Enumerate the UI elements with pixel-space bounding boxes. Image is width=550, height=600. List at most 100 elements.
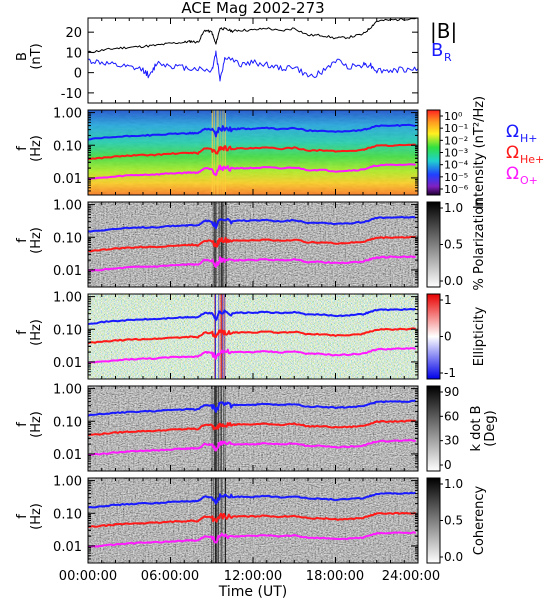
- axes-frame: [87, 385, 419, 472]
- gyrofrequency-line-H: [87, 491, 416, 509]
- x-tick-0: 00:00:00: [59, 569, 117, 584]
- gyrofrequency-line-He: [87, 511, 416, 528]
- gyrofrequency-line-O: [87, 531, 417, 548]
- gyrofrequency-line-He: [87, 419, 416, 437]
- colorbar-tick-label: 1.0: [444, 201, 463, 215]
- colorbar-tick-label: 1.0: [444, 477, 463, 491]
- y-tick-label: 20: [65, 26, 82, 41]
- power-spectral-density-panel: 1.00 0.10 0.01 f (Hz) 10⁰10⁻¹10⁻²10⁻³10⁻⁴10⁻⁵…: [15, 96, 544, 209]
- k-dot-b-ylabel-bottom: (Hz): [29, 411, 44, 438]
- series-line-B-magnitude: [87, 17, 419, 54]
- axes-frame: [87, 17, 419, 104]
- axes-frame: [87, 109, 419, 196]
- legend-BR-subscript: R: [444, 51, 452, 64]
- colorbar-tick-label: 1: [444, 293, 452, 307]
- spectrogram-texture: [88, 478, 418, 563]
- colorbar-tick-label: 30: [444, 434, 459, 448]
- colorbar-tick-label: 0: [444, 330, 452, 344]
- colorbar-tick-label: 10⁻³: [444, 147, 468, 160]
- colorbar-tick-label: 10⁻¹: [444, 122, 468, 135]
- k-dot-b-panel: 1.00 0.10 0.01 f (Hz) 90 60 30 0 k dot B (Deg): [15, 383, 498, 472]
- axes-frame: [87, 201, 419, 288]
- gyrofrequency-line-O: [87, 255, 416, 272]
- y-tick-label: 1.00: [53, 199, 82, 214]
- percent-polarization-panel: 1.00 0.10 0.01 f (Hz) 1.0 0.5 0.0 % Polarization: [15, 198, 487, 290]
- k-dot-b-ylabel-top: f: [15, 422, 30, 427]
- colorbar-label: Ellipticity: [472, 306, 487, 366]
- spectrogram-texture: [88, 202, 418, 287]
- y-tick-label: 1.00: [53, 107, 82, 122]
- coherency-panel: 1.00 0.10 0.01 f (Hz) 1.0 0.5 0.0 Coherency: [15, 475, 487, 564]
- colorbar-tick-label: 60: [444, 409, 459, 423]
- legend-O: Ω: [506, 164, 519, 184]
- x-tick-3: 18:00:00: [306, 569, 364, 584]
- colorbar-label: Coherency: [472, 485, 487, 555]
- spectrogram-texture: [88, 110, 418, 195]
- y-tick-label: 0.01: [53, 264, 82, 279]
- colorbar-tick-label: 10⁻⁴: [444, 159, 469, 172]
- ellipticity-panel: 1.00 0.10 0.01 f (Hz) 1 0 -1 Ellipticity: [15, 291, 487, 380]
- colorbar: [426, 477, 441, 564]
- gyrofrequency-line-He: [87, 327, 416, 345]
- colorbar-tick-label: 0.0: [444, 550, 463, 564]
- y-tick-label: 0: [74, 67, 82, 82]
- y-tick-label: 0.10: [53, 323, 82, 338]
- legend-H: Ω: [506, 122, 519, 142]
- gyrofrequency-line-H: [87, 123, 416, 141]
- gyrofrequency-line-H: [87, 215, 417, 233]
- colorbar-tick-label: 10⁰: [444, 110, 463, 123]
- colorbar-tick-label: -1: [444, 366, 456, 380]
- colorbar-label: % Polarization: [472, 198, 487, 290]
- coherency-ylabel-top: f: [15, 514, 30, 519]
- y-tick-label: 10: [65, 46, 82, 61]
- y-tick-label: 0.10: [53, 231, 82, 246]
- y-tick-label: -10: [61, 87, 82, 102]
- y-tick-label: 0.01: [53, 172, 82, 187]
- gyrofrequency-line-H: [87, 399, 416, 417]
- y-tick-label: 0.01: [53, 448, 82, 463]
- y-tick-label: 0.10: [53, 139, 82, 154]
- x-axis-label: Time (UT): [218, 584, 287, 600]
- y-tick-label: 1.00: [53, 383, 82, 398]
- colorbar-tick-label: 0.5: [444, 514, 463, 528]
- colorbar-tick-label: 10⁻⁶: [444, 183, 469, 196]
- magnetic-field-ylabel-bottom: (nT): [29, 43, 44, 69]
- colorbar: [426, 385, 441, 472]
- legend-subscript-O: O+: [520, 174, 538, 187]
- ellipticity-ylabel-top: f: [15, 330, 30, 335]
- gyrofrequency-line-O: [87, 439, 416, 456]
- percent-polarization-ylabel-bottom: (Hz): [29, 227, 44, 254]
- gyrofrequency-line-He: [87, 143, 416, 161]
- gyrofrequency-line-O: [87, 163, 416, 181]
- legend-subscript-H: H+: [520, 132, 538, 145]
- x-tick-4: 24:00:00: [382, 569, 440, 584]
- colorbar-tick-label: 0.0: [444, 274, 463, 288]
- legend-B-magnitude: |B|: [430, 19, 457, 43]
- plot-area: [88, 18, 418, 103]
- colorbar-tick-label: 0: [444, 458, 452, 472]
- y-tick-label: 0.10: [53, 507, 82, 522]
- colorbar-label: Intensity (nT²/Hz): [472, 96, 487, 209]
- colorbar-tick-label: 90: [444, 385, 459, 399]
- axes-frame: [87, 477, 419, 564]
- percent-polarization-ylabel-top: f: [15, 238, 30, 243]
- colorbar: [426, 201, 441, 288]
- y-tick-label: 1.00: [53, 475, 82, 490]
- colorbar-label-top: k dot B: [469, 405, 484, 451]
- gyrofrequency-line-O: [87, 347, 416, 365]
- y-tick-label: 0.10: [53, 415, 82, 430]
- y-tick-label: 0.01: [53, 356, 82, 371]
- gyrofrequency-line-He: [87, 235, 416, 253]
- y-tick-label: 0.01: [53, 540, 82, 555]
- colorbar-label-bottom: (Deg): [483, 410, 498, 446]
- legend-BR: B: [431, 40, 443, 61]
- magnetic-field-ylabel-top: B: [15, 52, 30, 61]
- series-line-BR: [88, 50, 419, 82]
- colorbar-tick-label: 10⁻⁵: [444, 171, 468, 184]
- x-tick-1: 06:00:00: [141, 569, 199, 584]
- colorbar-tick-label: 0.5: [444, 238, 463, 252]
- x-tick-2: 12:00:00: [224, 569, 282, 584]
- colorbar: [426, 293, 441, 380]
- legend-He: Ω: [506, 143, 519, 163]
